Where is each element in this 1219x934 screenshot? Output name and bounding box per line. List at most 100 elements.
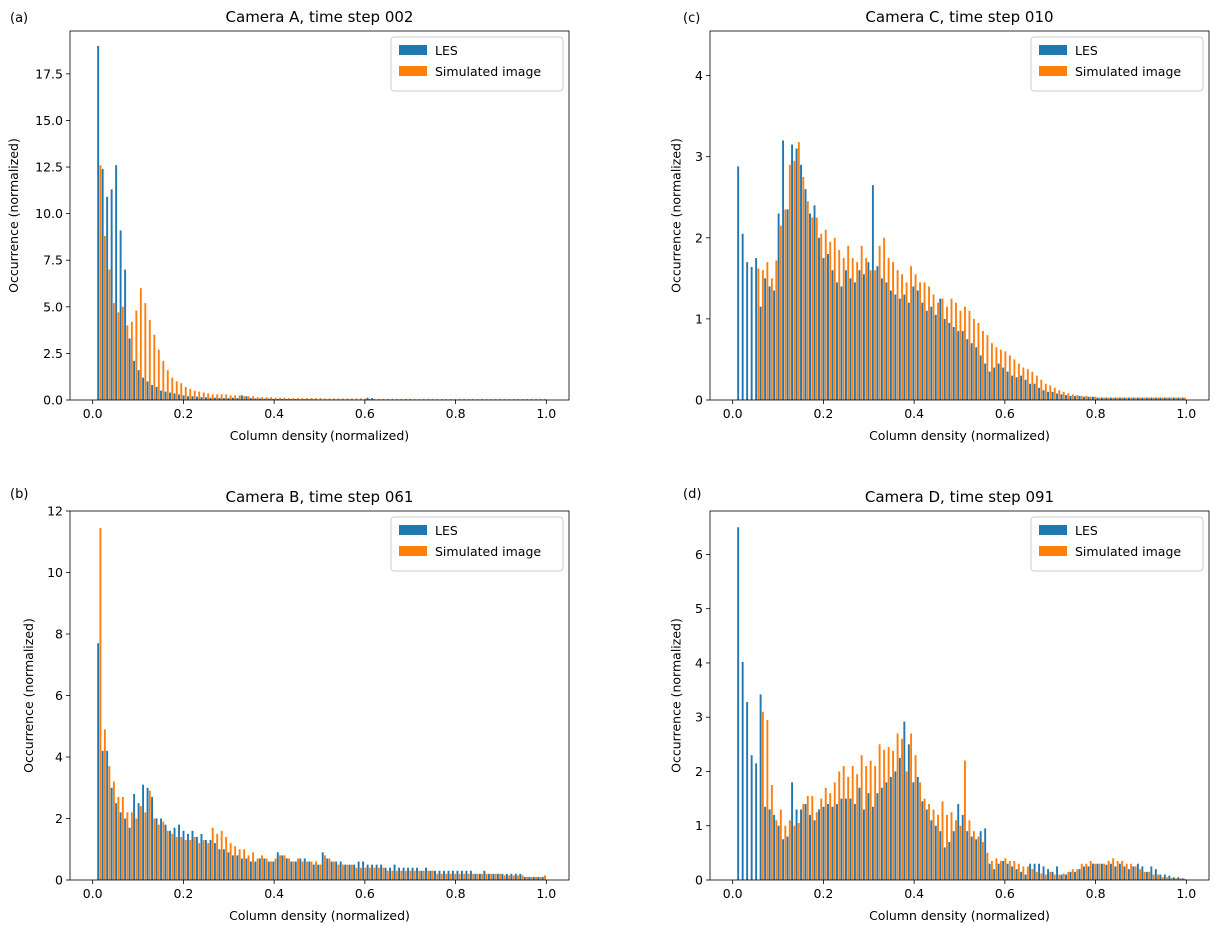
bar-simulated-63 [1022,866,1025,880]
legend: LES Simulated image [390,36,564,92]
bar-les-12 [151,385,154,400]
bar-les-19 [182,395,185,400]
x-tick-label: 0.4 [904,406,924,421]
bar-les-27 [218,397,221,400]
bar-simulated-26 [216,394,219,400]
bar-simulated-14 [802,804,805,880]
x-axis-label: Column density (normalized) [869,908,1050,923]
bar-simulated-86 [1125,397,1128,400]
bar-les-49 [317,864,320,881]
bar-les-61 [1011,866,1014,880]
bar-les-60 [1006,863,1009,880]
bar-les-72 [420,870,423,880]
bar-les-94 [1159,874,1162,880]
bar-simulated-85 [481,399,484,400]
bar-simulated-71 [418,870,421,880]
y-tick-label: 3 [695,710,703,725]
bar-les-6 [124,269,127,400]
bar-simulated-11 [148,319,151,400]
bar-simulated-59 [364,398,367,400]
bar-les-9 [777,825,780,880]
bar-simulated-42 [928,286,930,400]
bar-simulated-99 [544,875,546,880]
bar-simulated-70 [413,870,416,880]
bar-simulated-33 [247,396,250,400]
bar-les-91 [1145,871,1148,880]
y-tick-label: 4 [695,68,703,83]
bar-simulated-5 [761,270,764,400]
bar-simulated-33 [887,258,890,400]
bar-les-46 [303,858,306,880]
bar-simulated-48 [955,302,957,400]
bar-les-55 [344,864,347,881]
bar-les-67 [398,867,401,880]
bar-les-32 [880,787,883,880]
bar-les-31 [236,398,239,400]
bar-simulated-95 [1166,397,1169,400]
bar-les-11 [146,381,149,400]
bar-les-85 [1118,863,1121,880]
bar-simulated-69 [1049,871,1052,880]
bar-les-96 [528,876,531,880]
bar-simulated-50 [324,398,326,400]
bar-simulated-31 [878,744,881,880]
bar-les-4 [755,258,758,400]
bar-les-30 [231,855,234,880]
bar-les-41 [921,801,924,880]
bar-les-25 [209,840,212,880]
bar-simulated-65 [1031,371,1034,400]
bar-simulated-29 [229,843,232,880]
bar-les-89 [1136,397,1139,400]
bar-simulated-41 [923,798,926,880]
bar-simulated-60 [368,867,371,880]
y-tick-label: 1 [695,311,703,326]
bar-simulated-5 [761,711,764,880]
bar-les-74 [1069,395,1072,400]
x-tick-label: 1.0 [536,886,556,901]
bar-simulated-23 [202,392,205,400]
bar-simulated-6 [766,719,769,880]
bar-les-44 [934,825,937,880]
bar-les-66 [1033,863,1036,880]
bar-les-68 [402,867,405,880]
bar-simulated-15 [166,830,169,880]
x-tick-label: 0.2 [813,886,833,901]
bar-simulated-48 [315,398,317,400]
bar-simulated-87 [1130,397,1133,400]
legend-swatch-les [399,45,427,55]
bar-simulated-41 [283,397,286,400]
bar-les-95 [1163,397,1166,400]
bar-simulated-97 [1175,878,1177,880]
bar-les-8 [773,814,776,880]
bar-simulated-16 [171,377,174,400]
bar-simulated-0 [99,527,102,880]
bar-les-88 [1132,866,1135,880]
bar-les-44 [934,314,937,400]
bar-les-14 [160,390,162,400]
bar-simulated-71 [1058,390,1061,400]
axes-frame [709,30,1210,401]
bar-simulated-58 [999,861,1002,880]
bar-simulated-39 [914,274,917,400]
bar-simulated-77 [1085,863,1088,880]
bar-les-79 [452,870,454,880]
bar-simulated-96 [530,876,533,880]
bar-les-54 [339,861,342,880]
bar-simulated-33 [247,855,250,880]
bar-les-70 [1051,871,1054,880]
bar-simulated-9 [779,809,782,880]
bar-simulated-79 [454,399,457,400]
x-tick-label: 0.0 [83,886,103,901]
y-axis-label: Occurrence (normalized) [21,618,36,773]
bar-les-45 [939,831,942,880]
bar-les-1 [101,168,104,400]
bar-simulated-11 [148,790,151,880]
y-tick-label: 6 [695,547,703,562]
bar-simulated-18 [180,836,183,880]
bar-les-97 [1172,397,1175,400]
bar-simulated-97 [1175,397,1177,400]
bar-simulated-93 [517,875,520,880]
bar-simulated-71 [418,399,421,400]
x-tick-label: 0.2 [173,886,193,901]
bar-simulated-42 [928,804,930,880]
